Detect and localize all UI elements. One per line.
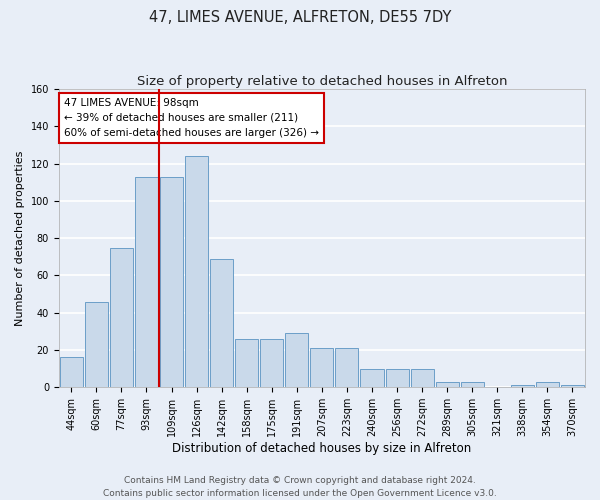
- Bar: [260, 339, 283, 387]
- Bar: [436, 382, 459, 387]
- Bar: [461, 382, 484, 387]
- Text: 47 LIMES AVENUE: 98sqm
← 39% of detached houses are smaller (211)
60% of semi-de: 47 LIMES AVENUE: 98sqm ← 39% of detached…: [64, 98, 319, 138]
- Title: Size of property relative to detached houses in Alfreton: Size of property relative to detached ho…: [137, 75, 507, 88]
- Bar: [511, 386, 534, 387]
- Bar: [210, 258, 233, 387]
- Bar: [60, 358, 83, 387]
- Bar: [85, 302, 108, 387]
- Bar: [335, 348, 358, 387]
- Text: 47, LIMES AVENUE, ALFRETON, DE55 7DY: 47, LIMES AVENUE, ALFRETON, DE55 7DY: [149, 10, 451, 25]
- Bar: [310, 348, 334, 387]
- Bar: [160, 176, 183, 387]
- Bar: [410, 368, 434, 387]
- Bar: [361, 368, 383, 387]
- Y-axis label: Number of detached properties: Number of detached properties: [15, 150, 25, 326]
- Bar: [536, 382, 559, 387]
- Text: Contains HM Land Registry data © Crown copyright and database right 2024.
Contai: Contains HM Land Registry data © Crown c…: [103, 476, 497, 498]
- Bar: [386, 368, 409, 387]
- Bar: [286, 333, 308, 387]
- Bar: [110, 248, 133, 387]
- Bar: [185, 156, 208, 387]
- Bar: [561, 386, 584, 387]
- X-axis label: Distribution of detached houses by size in Alfreton: Distribution of detached houses by size …: [172, 442, 472, 455]
- Bar: [235, 339, 258, 387]
- Bar: [135, 176, 158, 387]
